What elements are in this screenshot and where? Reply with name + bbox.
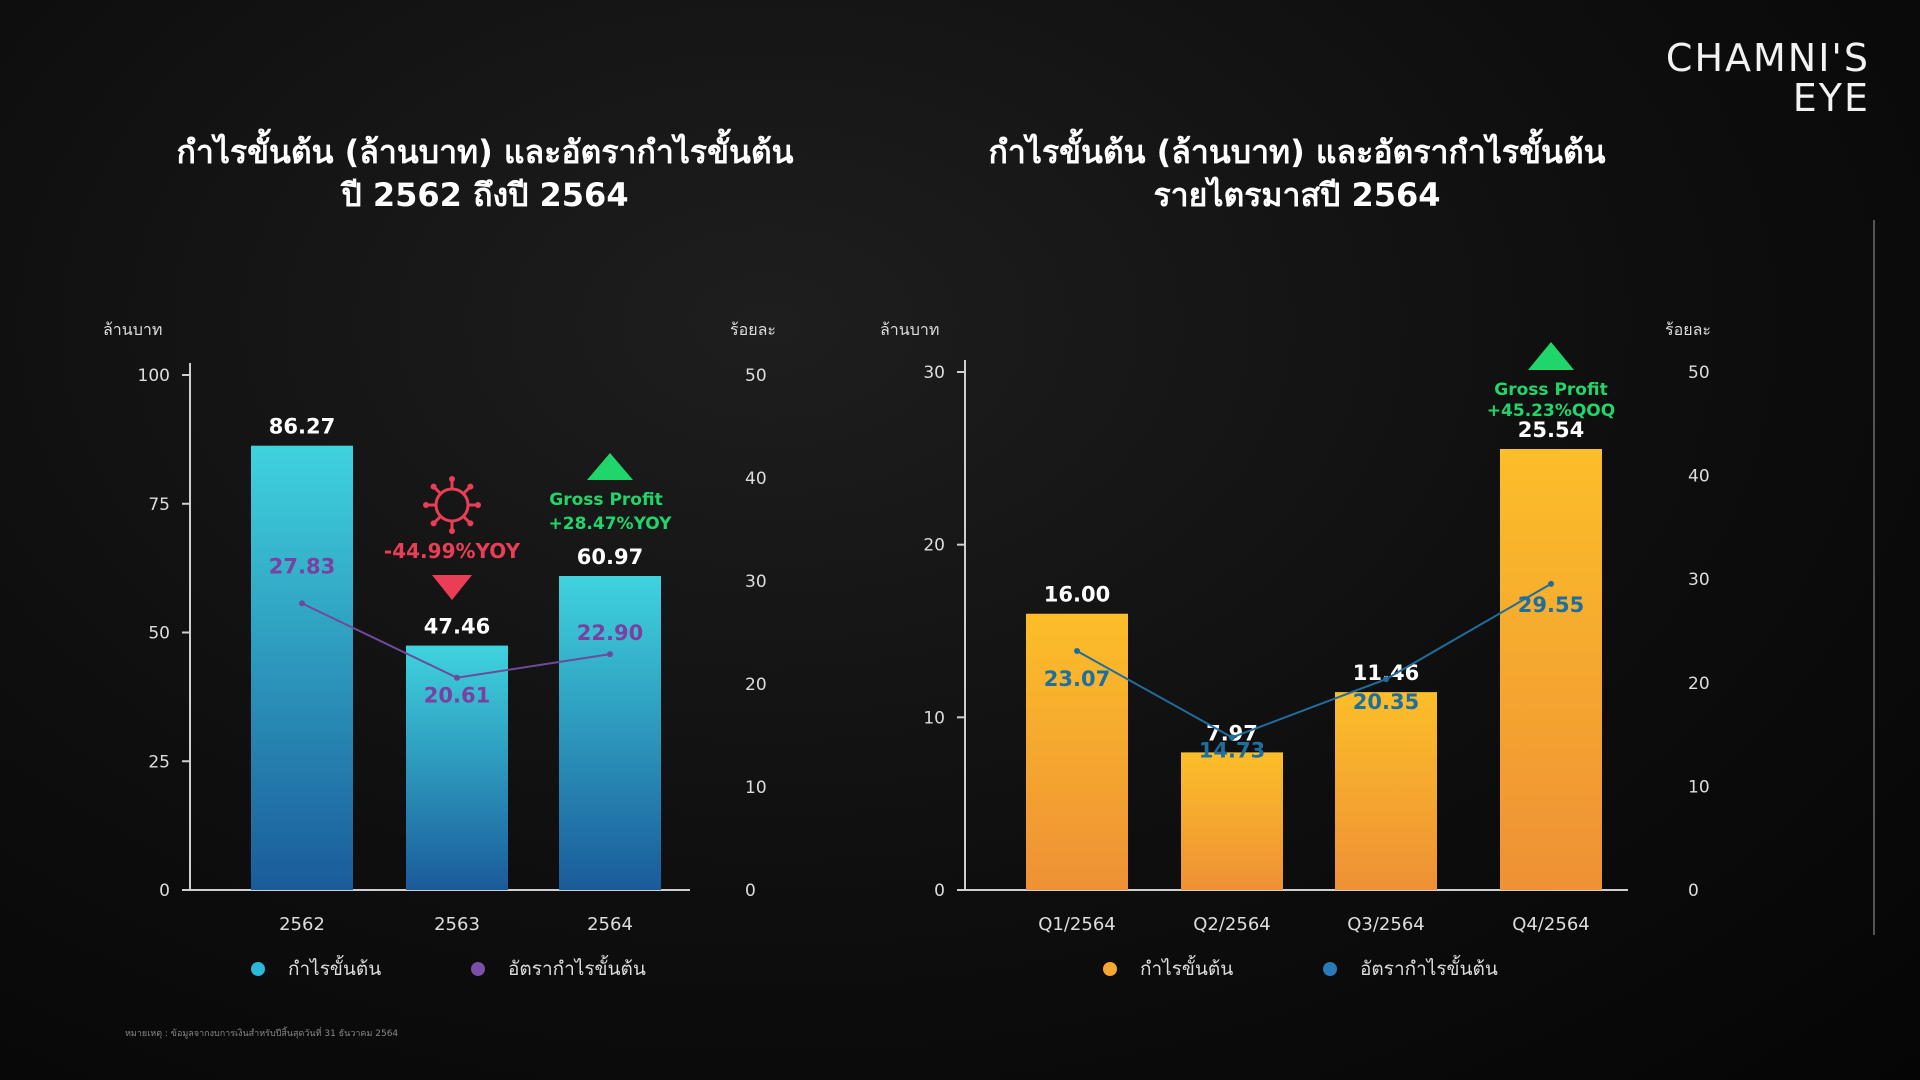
chart1-left-tick-label: 0 — [159, 881, 170, 901]
chart1-right-tick-label: 10 — [745, 778, 767, 798]
chart1-annotation-yoy-2563: -44.99%YOY — [384, 539, 521, 563]
chart1-left-tick-label: 75 — [148, 495, 170, 515]
chart2-category-label: Q4/2564 — [1512, 914, 1590, 935]
chart2-margin-label: 20.35 — [1353, 690, 1419, 714]
chart1-category-label: 2562 — [279, 914, 325, 935]
chart1-left-tick-label: 100 — [138, 366, 170, 386]
chart1-margin-label: 20.61 — [424, 684, 490, 708]
chart2-legend-label-bar: กำไรขั้นต้น — [1140, 955, 1233, 980]
chart2-right-tick-label: 10 — [1688, 777, 1710, 797]
chart1-right-tick-label: 20 — [745, 675, 767, 695]
chart1-margin-point — [299, 600, 305, 607]
chart1-legend-marker-bar — [251, 962, 265, 976]
chart2-bar-Q4/2564 — [1500, 449, 1602, 890]
chart1-legend-label-bar: กำไรขั้นต้น — [288, 955, 381, 980]
chart2-annotation-gross-profit: Gross Profit — [1494, 380, 1607, 400]
divider-line — [1873, 220, 1875, 935]
virus-icon — [423, 476, 481, 534]
chart1-right-tick-label: 40 — [745, 469, 767, 489]
chart1-bar-2564 — [559, 576, 661, 890]
chart2-left-axis-label: ล้านบาท — [880, 320, 939, 339]
chart2-bar-value-label: 25.54 — [1518, 418, 1584, 442]
chart1-bar-value-label: 86.27 — [269, 415, 335, 439]
chart2-left-tick-label: 30 — [923, 363, 945, 383]
chart2-right-tick-label: 40 — [1688, 467, 1710, 487]
chart1-right-tick-label: 50 — [745, 366, 767, 386]
chart2-margin-point — [1548, 580, 1554, 587]
chart1-right-tick-label: 0 — [745, 881, 756, 901]
chart2-bar-value-label: 7.97 — [1206, 721, 1258, 745]
chart2-margin-point — [1229, 734, 1235, 741]
chart1-title-line-1: กำไรขั้นต้น (ล้านบาท) และอัตรากำไรขั้นต้… — [177, 128, 794, 171]
chart2-margin-label: 29.55 — [1518, 593, 1584, 617]
footnote: หมายเหตุ : ข้อมูลจากงบการเงินสำหรับปีสิ้… — [125, 1029, 399, 1039]
chart2-bar-value-label: 16.00 — [1044, 583, 1110, 607]
brand-logo: CHAMNI'S EYE — [1666, 38, 1870, 118]
chart1-bar-2562 — [251, 445, 353, 890]
chart2-right-tick-label: 0 — [1688, 881, 1699, 901]
chart1-margin-label: 27.83 — [269, 554, 335, 578]
chart1-up-arrow-icon — [587, 453, 633, 480]
chart1-margin-label: 22.90 — [577, 621, 643, 645]
chart1-legend-marker-line — [471, 962, 485, 976]
chart1-category-label: 2563 — [434, 914, 480, 935]
chart2-category-label: Q3/2564 — [1347, 914, 1425, 935]
brand-line-2: EYE — [1792, 76, 1870, 120]
brand-line-1: CHAMNI'S — [1665, 36, 1870, 80]
chart2-legend-marker-bar — [1103, 962, 1117, 976]
chart2-legend-marker-line — [1323, 962, 1337, 976]
chart1-right-tick-label: 30 — [745, 572, 767, 592]
chart1-down-arrow-icon — [432, 575, 472, 600]
chart1-legend-label-line: อัตรากำไรขั้นต้น — [508, 955, 646, 980]
chart1-bar-value-label: 60.97 — [577, 545, 643, 569]
chart1-margin-point — [454, 674, 460, 681]
chart2-right-axis-label: ร้อยละ — [1665, 320, 1711, 339]
chart2-margin-label: 14.73 — [1199, 738, 1265, 762]
chart2-up-arrow-icon — [1528, 342, 1574, 370]
chart2-bar-Q3/2564 — [1335, 692, 1437, 890]
chart2-margin-label: 23.07 — [1044, 667, 1110, 691]
chart2-bar-Q1/2564 — [1026, 613, 1128, 890]
chart2-title-line-2: รายไตรมาสปี 2564 — [1153, 176, 1440, 214]
chart1-bar-2563 — [406, 645, 508, 890]
chart2-margin-line — [1076, 582, 1552, 739]
chart2-legend-label-line: อัตรากำไรขั้นต้น — [1360, 955, 1498, 980]
chart1-bar-value-label: 47.46 — [424, 615, 490, 639]
chart1-category-label: 2564 — [587, 914, 633, 935]
chart2-bar-Q2/2564 — [1181, 752, 1283, 890]
chart1-left-tick-label: 25 — [148, 752, 170, 772]
chart2-margin-point — [1383, 676, 1389, 683]
chart1-title-line-2: ปี 2562 ถึงปี 2564 — [340, 176, 629, 214]
chart2-title-line-1: กำไรขั้นต้น (ล้านบาท) และอัตรากำไรขั้นต้… — [989, 128, 1606, 171]
chart1-left-axis-label: ล้านบาท — [103, 320, 162, 339]
chart2-category-label: Q1/2564 — [1038, 914, 1116, 935]
chart2-right-tick-label: 30 — [1688, 570, 1710, 590]
chart1-annotation-yoy-2564: +28.47%YOY — [549, 514, 673, 534]
chart1-left-tick-label: 50 — [148, 624, 170, 644]
chart2-left-tick-label: 10 — [923, 708, 945, 728]
chart2-right-tick-label: 50 — [1688, 363, 1710, 383]
chart1-annotation-gross-profit: Gross Profit — [549, 490, 662, 510]
chart2-annotation-qoq: +45.23%QOQ — [1487, 401, 1615, 421]
chart2-right-tick-label: 20 — [1688, 674, 1710, 694]
chart2-category-label: Q2/2564 — [1193, 914, 1271, 935]
chart1-right-axis-label: ร้อยละ — [730, 320, 776, 339]
chart2-left-tick-label: 20 — [923, 536, 945, 556]
chart2-margin-point — [1074, 647, 1080, 654]
chart1-margin-point — [607, 651, 613, 658]
chart2-left-tick-label: 0 — [934, 881, 945, 901]
